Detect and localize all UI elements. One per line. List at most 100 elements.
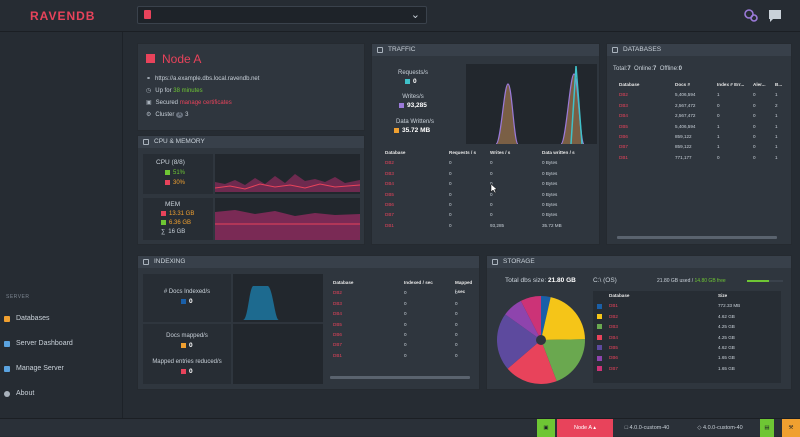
- table-cell: 0: [455, 311, 458, 317]
- table-row-name[interactable]: DB5: [385, 191, 394, 197]
- sidebar-item-manage-server[interactable]: Manage Server: [4, 365, 64, 372]
- sidebar-item-server-dashboard[interactable]: Server Dashboard: [4, 340, 73, 347]
- table-cell: 0: [449, 160, 452, 166]
- databases-header: DATABASES: [607, 44, 791, 56]
- databases-summary: Total:7 Online:7 Offline:0: [613, 66, 682, 72]
- table-cell: 4.25 GB: [718, 324, 735, 330]
- table-row-name[interactable]: DB6: [619, 134, 628, 139]
- table-cell: 0: [753, 102, 756, 108]
- table-cell: 1: [717, 92, 720, 98]
- docs-mapped-stats: Docs mapped/s 0 Mapped entries reduced/s…: [143, 324, 231, 384]
- pie-slice-db7[interactable]: [520, 296, 541, 340]
- table-cell: 0: [753, 144, 756, 150]
- table-cell: 0: [753, 92, 756, 98]
- table-cell: 0 Bytes: [542, 191, 558, 197]
- mem-used: 13.31 GB: [161, 211, 194, 217]
- table-row-name[interactable]: DB7: [619, 144, 628, 150]
- table-cell: 5,406,594: [675, 123, 696, 129]
- table-cell: 1.65 GB: [718, 355, 735, 361]
- drive-usage-bar: [747, 280, 783, 282]
- sidebar-item-databases[interactable]: Databases: [4, 315, 49, 322]
- cpu-label: CPU (8/8): [156, 159, 185, 166]
- node-title: Node A: [162, 52, 202, 66]
- pie-slice-db4[interactable]: [507, 340, 557, 384]
- table-row-name[interactable]: DB6: [385, 202, 394, 207]
- table-cell: 0: [490, 202, 493, 207]
- node-status-badge[interactable]: Node A ▴: [557, 419, 613, 437]
- table-cell: 35.72 MB: [542, 222, 562, 228]
- table-row-name[interactable]: DB4: [333, 311, 342, 317]
- sidebar-section-title: SERVER: [6, 294, 30, 300]
- table-row-name[interactable]: DB7: [333, 342, 342, 348]
- databases-scrollbar[interactable]: [617, 236, 777, 239]
- wrench-icon[interactable]: ⚒: [782, 419, 800, 437]
- table-cell: 0 Bytes: [542, 202, 558, 207]
- table-row-name[interactable]: DB4: [385, 181, 394, 187]
- node-url[interactable]: https://a.example.dbs.local.ravendb.net: [155, 76, 260, 82]
- table-row-name[interactable]: DB4: [609, 334, 618, 340]
- table-row-name[interactable]: DB2: [619, 92, 628, 98]
- table-row-name[interactable]: DB3: [609, 324, 618, 330]
- table-row-name[interactable]: DB1: [385, 222, 394, 228]
- table-row-name[interactable]: DB2: [333, 290, 342, 296]
- cpu-memory-panel: CPU & MEMORY CPU (8/8) 51% 30% MEM 13.31…: [137, 135, 365, 245]
- mouse-cursor-icon: [490, 183, 498, 193]
- table-row-name[interactable]: DB1: [609, 303, 618, 309]
- table-cell: 4.25 GB: [718, 334, 735, 340]
- table-row-name[interactable]: DB7: [385, 212, 394, 218]
- table-row-name[interactable]: DB1: [619, 154, 628, 160]
- manage-server-icon: [4, 365, 10, 372]
- cpu-memory-graphs: [215, 154, 360, 240]
- table-cell: 0: [717, 154, 720, 160]
- table-row-name[interactable]: DB2: [385, 160, 394, 166]
- table-row-name[interactable]: DB5: [609, 345, 618, 350]
- pie-slice-db3[interactable]: [541, 339, 585, 382]
- secure-lock-icon[interactable]: ▣: [537, 419, 555, 437]
- pie-slice-db6[interactable]: [505, 300, 541, 340]
- link-icon: ⚭: [146, 76, 152, 82]
- table-row-name[interactable]: DB1: [333, 352, 342, 358]
- legend-swatch: [597, 353, 605, 362]
- indexing-scrollbar[interactable]: [330, 376, 470, 379]
- pie-slice-db2[interactable]: [541, 297, 585, 340]
- database-selector[interactable]: ⌄: [137, 6, 427, 24]
- table-cell: 2: [775, 102, 778, 108]
- legend-swatch: [597, 333, 605, 342]
- requests-value: 0: [405, 78, 417, 85]
- cluster-count: 3: [185, 112, 189, 118]
- indexing-header: INDEXING: [138, 256, 479, 268]
- table-cell: 93,285: [490, 222, 505, 228]
- monitor-icon: □: [624, 425, 629, 431]
- table-cell: 1: [775, 92, 778, 98]
- table-cell: 0: [449, 191, 452, 197]
- table-cell: 0: [449, 181, 452, 187]
- table-row-name[interactable]: DB5: [619, 123, 628, 129]
- storage-total: Total dbs size: 21.80 GB: [505, 277, 576, 284]
- table-row-name[interactable]: DB3: [333, 300, 342, 306]
- table-row-name[interactable]: DB2: [609, 313, 618, 319]
- table-row-name[interactable]: DB3: [385, 170, 394, 176]
- table-row-name[interactable]: DB3: [619, 102, 628, 108]
- table-cell: 0: [490, 170, 493, 176]
- sidebar-item-about[interactable]: About: [4, 390, 34, 397]
- notifications-icon[interactable]: [767, 8, 783, 24]
- document-icon[interactable]: ▤: [760, 419, 774, 437]
- table-row-name[interactable]: DB5: [333, 321, 342, 327]
- cluster-icon[interactable]: [743, 8, 759, 24]
- table-row-name[interactable]: DB7: [609, 365, 618, 371]
- ravendb-logo[interactable]: RAVENDB: [30, 9, 96, 23]
- requests-label: Requests/s: [397, 70, 428, 76]
- indexing-icon: [143, 259, 149, 265]
- chevron-down-icon[interactable]: ⌄: [410, 9, 420, 21]
- table-cell: 0: [404, 300, 407, 306]
- table-row-name[interactable]: DB4: [619, 113, 628, 119]
- table-row-name[interactable]: DB6: [609, 355, 618, 361]
- pie-slice-db1[interactable]: [541, 296, 551, 340]
- manage-certificates-link[interactable]: manage certificates: [179, 100, 232, 106]
- pie-slice-db5[interactable]: [497, 314, 541, 369]
- traffic-header: TRAFFIC: [372, 44, 599, 56]
- storage-table: Database Size DB1 772.33 MB DB2 4.62 GB DB3 4…: [593, 291, 781, 383]
- drive-usage: 21.80 GB used / 14.80 GB free: [657, 278, 726, 284]
- table-row-name[interactable]: DB6: [333, 332, 342, 337]
- table-cell: 1: [775, 123, 778, 129]
